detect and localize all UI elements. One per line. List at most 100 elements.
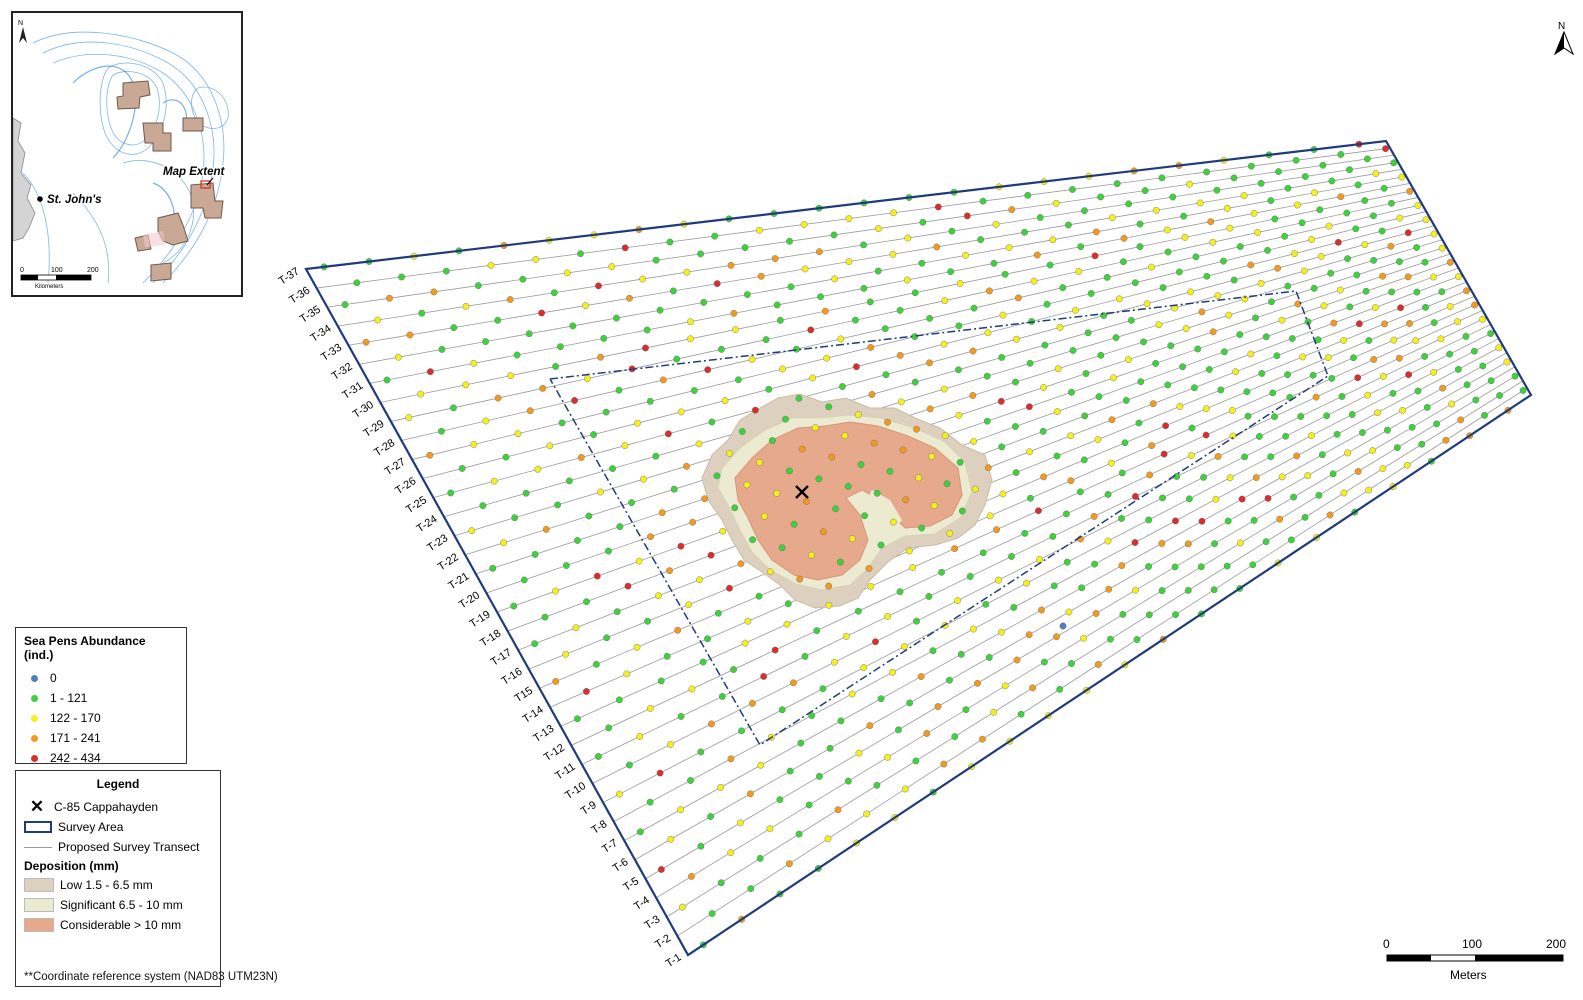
sample-point (983, 372, 991, 380)
sample-point (834, 806, 842, 814)
sample-point (657, 677, 665, 685)
transect-label: T-11 (553, 761, 577, 783)
sample-point (1029, 684, 1036, 692)
sample-point (1049, 236, 1057, 244)
svg-text:200: 200 (87, 267, 99, 274)
sample-point (867, 583, 875, 590)
sample-point (1082, 370, 1090, 377)
sample-point (1164, 381, 1172, 389)
sample-point (525, 330, 533, 338)
sample-point (623, 670, 631, 678)
sample-point (689, 518, 697, 526)
transect-line (380, 189, 1415, 403)
abundance-dot-icon (31, 754, 38, 762)
sample-point (802, 497, 810, 505)
sample-point (779, 365, 786, 373)
transect-label: T-8 (589, 818, 609, 837)
inset-map: St. John's Map Extent N 0 100 200 Kilome… (11, 11, 243, 297)
sample-point (1056, 685, 1064, 693)
sample-point (1131, 279, 1139, 287)
sample-point (1140, 338, 1147, 346)
sample-point (1328, 177, 1336, 185)
sample-point (1182, 325, 1190, 332)
sample-point (1185, 495, 1193, 503)
sample-point (1344, 449, 1352, 457)
sample-point (656, 306, 664, 314)
sample-point (546, 442, 554, 450)
deposition-row: Low 1.5 - 6.5 mm (24, 875, 212, 895)
sample-point (730, 666, 737, 673)
sample-point (801, 265, 809, 273)
sample-point (1300, 267, 1308, 275)
sample-point (1008, 206, 1016, 213)
transect-label: T-26 (393, 475, 418, 497)
sample-point (1122, 397, 1130, 404)
sample-point (718, 345, 725, 353)
sample-point (1120, 234, 1128, 242)
abundance-dot-icon (31, 734, 38, 742)
deposition-row: Considerable > 10 mm (24, 915, 212, 935)
abundance-legend-title: Sea Pens Abundance (ind.) (24, 634, 146, 662)
sample-point (1043, 300, 1051, 308)
sample-point (830, 231, 838, 239)
sample-point (956, 280, 964, 287)
transect-line (518, 281, 1467, 651)
sample-point (704, 635, 711, 643)
sample-point (863, 810, 871, 818)
transect-label: T-27 (383, 456, 408, 478)
sample-point (1026, 359, 1034, 367)
sample-point (1184, 540, 1192, 548)
sample-point (826, 744, 834, 752)
transect-line (358, 175, 1407, 365)
transect-label: T-36 (287, 285, 312, 307)
sample-point (738, 428, 746, 435)
sample-point (458, 465, 466, 472)
transect-line (316, 147, 1391, 289)
sample-point (790, 679, 797, 687)
sample-point (1169, 193, 1177, 201)
sample-point (574, 537, 581, 544)
abundance-class-row: 0 (24, 668, 178, 688)
sample-point (613, 314, 620, 322)
sample-point (683, 462, 690, 470)
sample-point (1069, 347, 1077, 354)
sample-point (727, 261, 735, 269)
sample-point (510, 602, 518, 610)
well-marker-icon (795, 485, 809, 499)
sample-point (1319, 161, 1327, 169)
sample-point (755, 226, 763, 234)
sample-point (534, 465, 542, 473)
sample-point (659, 376, 667, 384)
sample-point (1053, 408, 1061, 415)
sample-point (1264, 246, 1271, 254)
transect-label: T-31 (340, 380, 365, 402)
transect-line (613, 345, 1503, 822)
sample-point (1519, 387, 1527, 394)
sample-point (639, 275, 647, 283)
sample-point (1361, 241, 1369, 248)
sample-point (1137, 378, 1145, 386)
transect-label: T-22 (436, 551, 461, 573)
sample-point (873, 781, 881, 789)
sample-point (1244, 412, 1252, 420)
sample-point (1214, 292, 1222, 300)
abundance-class-row: 1 - 121 (24, 688, 178, 708)
transect-line-icon (24, 846, 52, 848)
sample-point (1053, 452, 1061, 460)
sample-point (1068, 660, 1075, 667)
sample-point (1014, 294, 1022, 302)
map-legend: Legend ✕ C-85 Cappahayden Survey Area Pr… (15, 770, 221, 987)
sample-point (1108, 214, 1116, 222)
sample-point (418, 309, 426, 317)
sample-point (438, 427, 445, 435)
sample-point (998, 628, 1005, 636)
sample-point (708, 418, 716, 426)
sample-point (940, 760, 948, 768)
sample-point (1312, 393, 1320, 401)
sample-point (1181, 233, 1189, 241)
sample-point (595, 282, 602, 290)
sample-point (800, 221, 808, 228)
sample-point (1063, 558, 1071, 566)
sample-point (1104, 537, 1112, 545)
sample-point (1446, 350, 1454, 358)
